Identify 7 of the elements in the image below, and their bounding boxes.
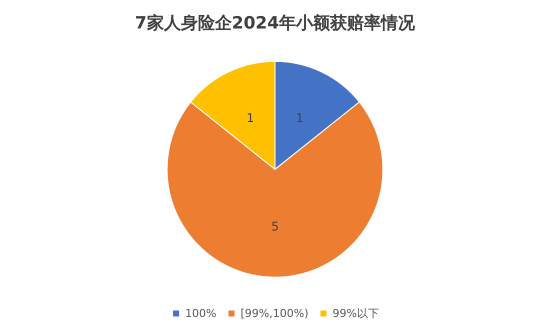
chart-title: 7家人身险企2024年小额获赔率情况 — [134, 14, 416, 34]
legend-label: 99%以下 — [332, 307, 379, 320]
legend-label: [99%,100%) — [240, 307, 308, 320]
data-label: 1 — [246, 111, 254, 126]
data-label: 1 — [296, 111, 304, 126]
legend-label: 100% — [185, 307, 217, 320]
data-label: 5 — [271, 219, 279, 234]
